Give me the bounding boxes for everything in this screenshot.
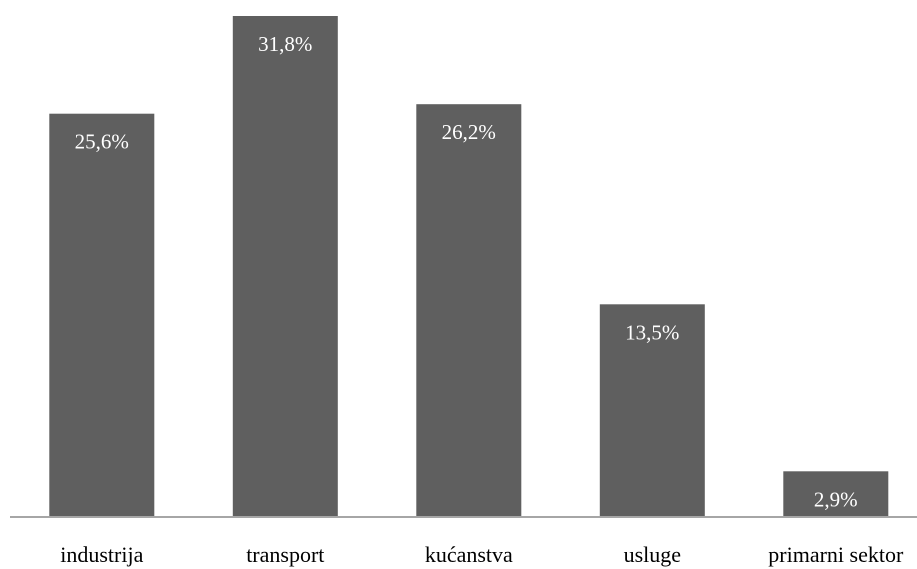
- category-label-4: primarni sektor: [768, 542, 904, 567]
- bar-3: [599, 304, 705, 517]
- bar-2: [416, 104, 522, 517]
- bar-0: [49, 113, 155, 517]
- data-label-2: 26,2%: [442, 120, 496, 144]
- data-label-0: 25,6%: [75, 130, 129, 154]
- data-label-1: 31,8%: [258, 32, 312, 56]
- bars-group: [49, 16, 889, 517]
- data-labels-group: 25,6% 31,8% 26,2% 13,5% 2,9%: [75, 32, 858, 511]
- category-label-0: industrija: [60, 542, 143, 567]
- bar-4: [783, 471, 889, 517]
- category-label-1: transport: [246, 542, 324, 567]
- data-label-4: 2,9%: [814, 487, 858, 511]
- category-label-2: kućanstva: [425, 542, 513, 567]
- category-labels-group: industrija transport kućanstva usluge primar…: [60, 542, 904, 567]
- data-label-3: 13,5%: [625, 320, 679, 344]
- category-label-3: usluge: [624, 542, 681, 567]
- bar-1: [232, 16, 338, 517]
